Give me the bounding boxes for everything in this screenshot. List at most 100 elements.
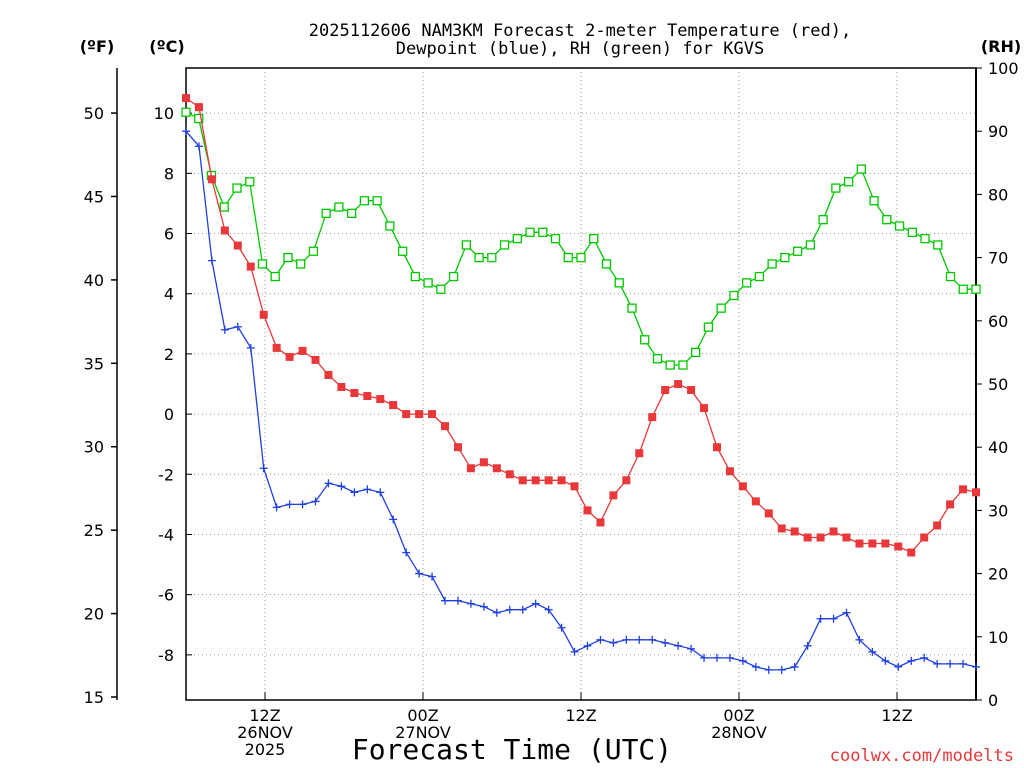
temperature-point-4 [233, 241, 242, 250]
rh-point-21 [448, 271, 459, 282]
temperature-point-41 [712, 443, 721, 452]
dewpoint-point-4 [233, 322, 242, 331]
dewpoint-point-44 [751, 662, 760, 671]
dewpoint-point-3 [220, 325, 229, 334]
rh-point-6 [257, 259, 268, 269]
rh-point-54 [869, 196, 879, 206]
dewpoint-point-12 [337, 482, 346, 491]
dewpoint-point-55 [894, 662, 903, 671]
celsius-tick-labels: 10 8 6 4 2 0 -2 -4 -6 -8 [154, 104, 192, 665]
dewpoint-point-37 [661, 638, 670, 647]
dewpoint-point-5 [246, 343, 255, 352]
dewpoint-point-57 [920, 653, 929, 662]
rh-point-61 [958, 284, 968, 294]
dewpoint-point-60 [959, 659, 968, 668]
rh-point-46 [767, 259, 777, 269]
temperature-point-47 [790, 527, 799, 536]
temperature-point-27 [531, 476, 540, 485]
dewpoint-point-29 [557, 623, 566, 632]
rh-point-20 [436, 284, 446, 294]
temperature-point-14 [363, 392, 372, 401]
temperature-point-50 [829, 527, 838, 536]
dewpoint-point-54 [881, 656, 890, 665]
rh-series [181, 107, 981, 370]
rh-point-18 [410, 271, 421, 282]
temperature-point-19 [428, 410, 437, 419]
rh-point-0 [181, 107, 191, 117]
dewpoint-point-10 [311, 497, 320, 506]
dewpoint-point-32 [596, 635, 605, 644]
temperature-point-2 [207, 175, 216, 184]
dewpoint-point-23 [479, 602, 488, 611]
rh-point-53 [856, 164, 866, 174]
dewpoint-point-42 [725, 653, 734, 662]
temperature-point-6 [259, 310, 268, 319]
temperature-point-42 [725, 467, 734, 476]
dewpoint-point-13 [350, 488, 359, 497]
time-tick-3-line-1: 28NOV [711, 723, 767, 742]
temperature-point-11 [324, 370, 333, 379]
dewpoint-series [182, 127, 980, 674]
dewpoint-point-51 [842, 608, 851, 617]
temperature-point-59 [946, 500, 955, 509]
fahrenheit-tick-5: 25 [84, 521, 104, 540]
dewpoint-point-17 [402, 548, 411, 557]
time-tick-1-line-1: 27NOV [395, 723, 451, 742]
rh-point-58 [920, 233, 930, 244]
dewpoint-point-39 [687, 644, 696, 653]
rh-point-43 [729, 290, 739, 301]
dewpoint-point-38 [674, 641, 683, 650]
fahrenheit-tick-3: 35 [84, 354, 104, 373]
rh-point-56 [894, 221, 905, 231]
rh-unit-label: (RH) [981, 37, 1021, 56]
fahrenheit-tick-2: 40 [84, 271, 104, 290]
temperature-point-55 [894, 542, 903, 551]
fahrenheit-axis: 50 45 40 35 30 25 20 15 [84, 68, 118, 707]
temperature-point-5 [246, 262, 255, 271]
fahrenheit-tick-1: 45 [84, 187, 104, 206]
rh-point-49 [805, 240, 816, 250]
temperature-series [182, 94, 980, 557]
rh-point-28 [538, 227, 548, 237]
temperature-point-56 [907, 548, 916, 557]
temperature-point-28 [544, 476, 553, 485]
rh-point-41 [703, 322, 714, 332]
dewpoint-point-61 [972, 662, 980, 671]
rh-point-30 [563, 252, 573, 263]
dewpoint-point-24 [492, 608, 501, 617]
rh-point-35 [627, 303, 637, 313]
chart-title: 2025112606 NAM3KM Forecast 2-meter Tempe… [309, 21, 851, 59]
temperature-point-49 [816, 533, 825, 542]
celsius-tick-2: 6 [164, 225, 174, 244]
dewpoint-point-16 [389, 515, 398, 524]
title-line-2: Dewpoint (blue), RH (green) for KGVS [396, 39, 764, 59]
temperature-point-12 [337, 383, 346, 392]
temperature-point-16 [389, 401, 398, 410]
rh-point-22 [461, 240, 471, 250]
dewpoint-point-47 [790, 662, 799, 671]
dewpoint-point-0 [182, 127, 190, 136]
dewpoint-point-2 [207, 256, 216, 265]
dewpoint-point-25 [505, 605, 514, 614]
temperature-point-40 [700, 404, 709, 413]
dewpoint-point-27 [531, 599, 540, 608]
rh-point-39 [678, 360, 688, 370]
dewpoint-point-40 [700, 653, 709, 662]
rh-point-19 [423, 278, 433, 288]
dewpoint-point-34 [622, 635, 631, 644]
dewpoint-point-56 [907, 656, 916, 665]
dewpoint-point-49 [816, 614, 825, 623]
temperature-point-52 [855, 539, 864, 548]
fahrenheit-tick-4: 30 [84, 438, 104, 457]
dewpoint-point-35 [635, 635, 644, 644]
dewpoint-point-43 [738, 656, 747, 665]
dewpoint-point-52 [855, 635, 864, 644]
rh-point-37 [652, 354, 663, 364]
rh-point-16 [385, 221, 395, 231]
rh-point-57 [907, 227, 917, 237]
dewpoint-point-22 [466, 599, 475, 608]
rh-point-1 [194, 113, 204, 124]
